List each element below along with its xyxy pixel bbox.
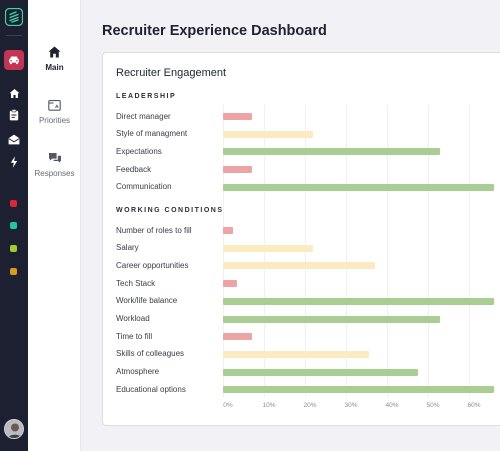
row-label: Expectations xyxy=(116,146,162,156)
gridline xyxy=(469,105,470,397)
bar xyxy=(223,166,252,174)
status-dot-lime[interactable] xyxy=(10,245,17,252)
nav-label: Responses xyxy=(34,169,75,178)
section-heading: WORKING CONDITIONS xyxy=(116,207,224,214)
page-title: Recruiter Experience Dashboard xyxy=(102,23,327,39)
rail-bolt-button[interactable] xyxy=(7,155,21,169)
row-label: Feedback xyxy=(116,164,152,174)
bar xyxy=(223,350,369,358)
chat-bubbles-icon xyxy=(48,153,61,163)
x-tick-label: 50% xyxy=(426,402,440,409)
bar xyxy=(223,130,314,138)
row-label: Tech Stack xyxy=(116,278,156,288)
icon-rail xyxy=(0,0,28,451)
home-icon xyxy=(9,88,19,98)
gridline xyxy=(346,105,347,397)
row-label: Workload xyxy=(116,314,150,323)
row-label: Salary xyxy=(116,243,139,253)
bolt-icon xyxy=(10,156,18,168)
x-tick-label: 40% xyxy=(385,402,399,409)
car-icon xyxy=(9,56,19,65)
bar xyxy=(223,368,418,376)
row-label: Atmosphere xyxy=(116,367,160,377)
bar xyxy=(223,386,494,394)
row-label: Number of roles to fill xyxy=(116,225,192,235)
user-avatar[interactable] xyxy=(4,419,24,439)
rail-inbox-button[interactable] xyxy=(7,132,21,146)
x-tick-label: 20% xyxy=(303,402,317,409)
bar xyxy=(223,244,314,252)
row-label: Educational options xyxy=(116,384,186,394)
rail-divider xyxy=(6,35,22,36)
row-label: Direct manager xyxy=(116,111,171,121)
x-tick-label: 0% xyxy=(223,402,233,409)
nav-item-priorities[interactable]: Priorities xyxy=(28,99,81,125)
section-heading: LEADERSHIP xyxy=(116,93,177,100)
bar xyxy=(223,148,441,156)
row-label: Style of managment xyxy=(116,129,188,139)
bar xyxy=(223,315,441,323)
priorities-icon xyxy=(48,100,61,111)
engagement-card: Recruiter Engagement 0% 10% 20% 30% 40% 50% 60… xyxy=(102,52,500,426)
rail-home-button[interactable] xyxy=(7,86,21,100)
nav-label: Priorities xyxy=(38,116,71,125)
logo-icon[interactable] xyxy=(5,8,23,26)
bar xyxy=(223,183,494,191)
nav-item-responses[interactable]: Responses xyxy=(28,152,81,178)
bar xyxy=(223,297,494,305)
bar xyxy=(223,280,238,288)
nav-label: Main xyxy=(45,63,64,72)
bar xyxy=(223,113,252,120)
status-dot-teal[interactable] xyxy=(10,222,17,229)
bar xyxy=(223,262,375,270)
card-title: Recruiter Engagement xyxy=(116,67,227,79)
clipboard-icon xyxy=(9,109,19,121)
status-dot-red[interactable] xyxy=(10,200,17,207)
x-tick-label: 10% xyxy=(262,402,276,409)
row-label: Time to fill xyxy=(116,331,153,341)
gridline xyxy=(387,105,388,397)
person-icon xyxy=(5,420,23,438)
row-label: Communication xyxy=(116,182,172,192)
status-dot-amber[interactable] xyxy=(10,268,17,275)
inbox-icon xyxy=(8,134,20,144)
x-tick-label: 30% xyxy=(344,402,358,409)
secondary-nav: Main Priorities Responses xyxy=(28,0,81,451)
x-tick-label: 60% xyxy=(467,402,481,409)
row-label: Career opportunities xyxy=(116,260,189,270)
bar xyxy=(223,227,234,234)
bar xyxy=(223,333,252,341)
nav-item-main[interactable]: Main xyxy=(28,46,81,72)
row-label: Work/life balance xyxy=(116,296,178,306)
car-button[interactable] xyxy=(4,50,24,70)
row-label: Skills of colleagues xyxy=(116,349,185,359)
rail-clipboard-button[interactable] xyxy=(7,108,21,122)
gridline xyxy=(428,105,429,397)
home-icon xyxy=(48,46,61,58)
